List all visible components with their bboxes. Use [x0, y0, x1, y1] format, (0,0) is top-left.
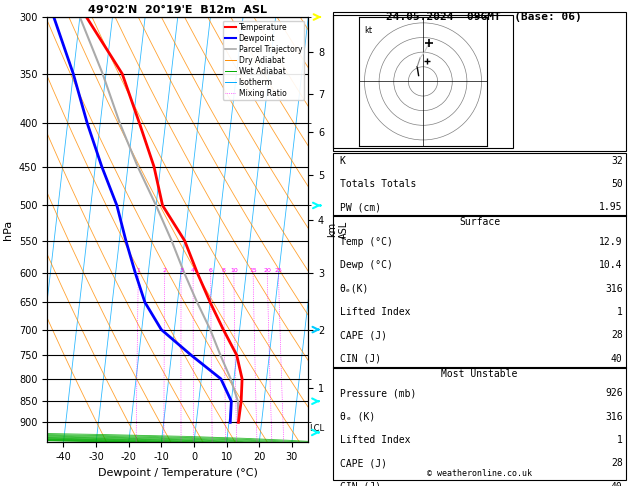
Text: kt: kt: [364, 26, 372, 35]
Text: Surface: Surface: [459, 217, 500, 227]
Title: 49°02'N  20°19'E  B12m  ASL: 49°02'N 20°19'E B12m ASL: [88, 5, 267, 15]
Text: 28: 28: [611, 330, 623, 340]
Text: θₑ(K): θₑ(K): [340, 284, 369, 294]
Text: Most Unstable: Most Unstable: [442, 368, 518, 379]
Text: 10: 10: [230, 268, 238, 273]
Text: 15: 15: [249, 268, 257, 273]
Text: 40: 40: [611, 354, 623, 364]
Text: 926: 926: [605, 388, 623, 399]
X-axis label: Dewpoint / Temperature (°C): Dewpoint / Temperature (°C): [97, 468, 258, 478]
Text: 4: 4: [191, 268, 195, 273]
Text: 50: 50: [611, 179, 623, 189]
Legend: Temperature, Dewpoint, Parcel Trajectory, Dry Adiabat, Wet Adiabat, Isotherm, Mi: Temperature, Dewpoint, Parcel Trajectory…: [223, 21, 304, 100]
Text: Temp (°C): Temp (°C): [340, 237, 392, 247]
Text: CIN (J): CIN (J): [340, 482, 381, 486]
Y-axis label: hPa: hPa: [3, 220, 13, 240]
Text: Totals Totals: Totals Totals: [340, 179, 416, 189]
Text: PW (cm): PW (cm): [340, 202, 381, 212]
Text: θₑ (K): θₑ (K): [340, 412, 375, 422]
Text: 6: 6: [209, 268, 213, 273]
Text: 40: 40: [611, 482, 623, 486]
Text: 1: 1: [136, 268, 140, 273]
Text: 1.95: 1.95: [599, 202, 623, 212]
Text: 28: 28: [611, 458, 623, 469]
Text: K: K: [340, 156, 345, 166]
Text: Dewp (°C): Dewp (°C): [340, 260, 392, 270]
Text: Lifted Index: Lifted Index: [340, 435, 410, 445]
Text: CAPE (J): CAPE (J): [340, 458, 387, 469]
Text: 1: 1: [617, 307, 623, 317]
Text: 24.05.2024  09GMT  (Base: 06): 24.05.2024 09GMT (Base: 06): [386, 12, 582, 22]
Text: 10.4: 10.4: [599, 260, 623, 270]
Text: 1: 1: [617, 435, 623, 445]
Text: LCL: LCL: [309, 424, 325, 433]
Text: 32: 32: [611, 156, 623, 166]
Text: 12.9: 12.9: [599, 237, 623, 247]
Text: 25: 25: [274, 268, 282, 273]
Text: © weatheronline.co.uk: © weatheronline.co.uk: [427, 469, 532, 478]
Text: 20: 20: [264, 268, 271, 273]
Text: CAPE (J): CAPE (J): [340, 330, 387, 340]
Text: 8: 8: [221, 268, 226, 273]
Y-axis label: km
ASL: km ASL: [327, 221, 348, 239]
Text: 316: 316: [605, 284, 623, 294]
Text: 3: 3: [179, 268, 183, 273]
Text: 2: 2: [163, 268, 167, 273]
Text: 316: 316: [605, 412, 623, 422]
Text: CIN (J): CIN (J): [340, 354, 381, 364]
Text: Pressure (mb): Pressure (mb): [340, 388, 416, 399]
Text: Lifted Index: Lifted Index: [340, 307, 410, 317]
